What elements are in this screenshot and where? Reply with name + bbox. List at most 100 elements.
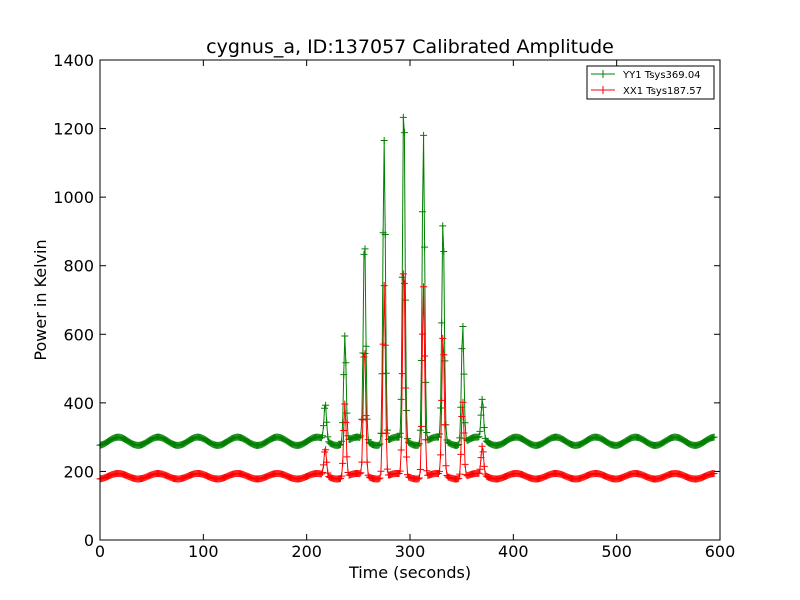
legend-marker-xx1 <box>599 86 607 94</box>
data-point <box>383 465 391 473</box>
x-tick-label: 200 <box>291 542 322 561</box>
data-point <box>416 426 424 434</box>
data-point <box>396 429 404 437</box>
chart-title: cygnus_a, ID:137057 Calibrated Amplitude <box>206 36 614 58</box>
data-point <box>457 450 465 458</box>
data-point <box>479 448 487 456</box>
data-point <box>318 432 326 440</box>
data-point <box>378 370 386 378</box>
y-tick-label: 0 <box>84 531 94 550</box>
series-1 <box>96 270 718 483</box>
data-point <box>477 454 485 462</box>
data-point <box>322 401 330 409</box>
legend-label-yy1: YY1 Tsys369.04 <box>622 70 701 81</box>
data-point <box>360 250 368 258</box>
data-point <box>399 113 407 121</box>
data-point <box>415 440 423 448</box>
data-point <box>421 243 429 251</box>
data-point <box>381 231 389 239</box>
data-point <box>440 351 448 359</box>
data-point <box>323 418 331 426</box>
data-point <box>417 357 425 365</box>
data-point <box>476 427 484 435</box>
data-point <box>403 406 411 414</box>
data-point <box>438 396 446 404</box>
data-point <box>324 469 332 477</box>
data-point <box>360 353 368 361</box>
data-point <box>342 418 350 426</box>
data-point <box>478 442 486 450</box>
y-axis-label: Power in Kelvin <box>31 239 50 360</box>
y-tick-label: 1200 <box>53 120 94 139</box>
data-point <box>397 446 405 454</box>
data-point <box>458 413 466 421</box>
data-point <box>317 470 325 478</box>
data-point <box>363 415 371 423</box>
legend-box <box>586 65 715 100</box>
data-point <box>361 245 369 253</box>
data-point <box>436 430 444 438</box>
data-point <box>461 419 469 427</box>
x-tick-label: 400 <box>498 542 529 561</box>
data-point <box>417 422 425 430</box>
data-point <box>375 475 383 483</box>
data-point <box>324 433 332 441</box>
data-point <box>480 423 488 431</box>
data-point <box>375 441 383 449</box>
data-point <box>439 222 447 230</box>
data-point <box>381 341 389 349</box>
data-point <box>341 332 349 340</box>
data-point <box>323 458 331 466</box>
data-point <box>422 436 430 444</box>
data-point <box>460 429 468 437</box>
data-point <box>362 412 370 420</box>
data-point <box>456 434 464 442</box>
data-point <box>338 437 346 445</box>
series-0 <box>96 113 718 449</box>
data-point <box>459 323 467 331</box>
data-point <box>383 426 391 434</box>
data-point <box>456 470 464 478</box>
data-point <box>418 330 426 338</box>
data-point <box>339 459 347 467</box>
data-point <box>396 467 404 475</box>
data-point <box>341 400 349 408</box>
data-point <box>380 282 388 290</box>
data-point <box>377 467 385 475</box>
data-point <box>442 462 450 470</box>
data-point <box>376 440 384 448</box>
data-point <box>399 270 407 278</box>
data-point <box>400 129 408 137</box>
data-point <box>480 462 488 470</box>
legend-marker-yy1 <box>599 70 607 78</box>
y-tick-label: 1000 <box>53 188 94 207</box>
data-point <box>415 474 423 482</box>
data-point <box>335 441 343 449</box>
data-point <box>454 475 462 483</box>
data-point <box>400 279 408 287</box>
data-point <box>322 446 330 454</box>
x-tick-label: 100 <box>188 542 219 561</box>
data-point <box>321 404 329 412</box>
legend: YY1 Tsys369.04 XX1 Tsys187.57 <box>586 65 715 100</box>
data-point <box>403 453 411 461</box>
data-point <box>338 472 346 480</box>
data-point <box>342 359 350 367</box>
legend-label-xx1: XX1 Tsys187.57 <box>623 86 702 97</box>
data-point <box>398 273 406 281</box>
data-point <box>382 429 390 437</box>
plot-area <box>96 113 718 483</box>
data-point <box>437 404 445 412</box>
data-point <box>418 208 426 216</box>
data-point <box>420 131 428 139</box>
data-point <box>380 136 388 144</box>
data-point <box>363 458 371 466</box>
axis-ticks: 0 100 200 300 400 500 600 0 200 400 600 800 1000 1200… <box>53 51 735 561</box>
data-point <box>478 395 486 403</box>
y-tick-label: 800 <box>63 257 94 276</box>
data-point <box>362 342 370 350</box>
data-point <box>438 319 446 327</box>
data-point <box>476 465 484 473</box>
data-point <box>477 411 485 419</box>
data-point <box>382 369 390 377</box>
